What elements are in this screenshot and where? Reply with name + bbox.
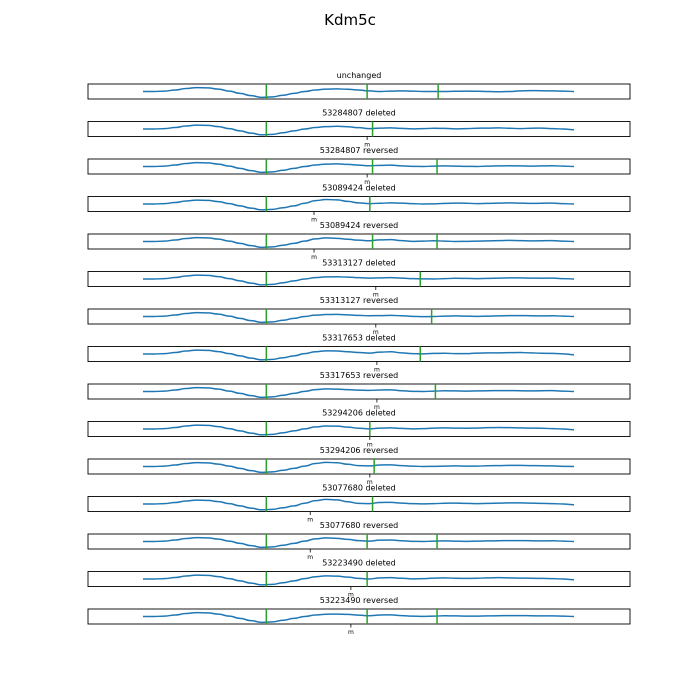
x-tick-label: m	[373, 329, 379, 336]
panel: 53077680 deleted m	[87, 484, 631, 524]
panel-frame	[87, 608, 631, 625]
signal-line	[142, 536, 575, 549]
panel-title: 53294206 reversed	[320, 446, 398, 455]
panel: 53284807 reversed m	[87, 146, 631, 186]
panel: 53294206 reversed m	[87, 446, 631, 486]
x-tick-label: m	[374, 404, 380, 411]
signal-line	[142, 611, 575, 624]
panel-frame	[87, 533, 631, 550]
signal-line	[142, 236, 575, 249]
x-tick-label: m	[364, 142, 370, 149]
signal-line	[142, 349, 575, 361]
panel-title: 53223490 deleted	[322, 559, 396, 568]
x-tick-label: m	[348, 629, 354, 636]
panel-title: 53077680 reversed	[320, 521, 398, 530]
panel-title: 53089424 reversed	[320, 221, 398, 230]
signal-line	[142, 386, 575, 399]
signal-line	[142, 161, 575, 174]
panel-title: 53313127 deleted	[322, 259, 396, 268]
x-tick-label: m	[307, 554, 313, 561]
signal-line	[143, 198, 575, 211]
panel: 53313127 reversed m	[87, 296, 631, 336]
x-tick-label: m	[348, 592, 354, 599]
panel-frame	[87, 83, 631, 100]
panel-title: 53089424 deleted	[322, 184, 396, 193]
signal-line	[143, 86, 575, 99]
panel-title: 53294206 deleted	[322, 409, 396, 418]
signal-line	[143, 461, 575, 474]
panel-frame	[87, 496, 631, 512]
x-tick-label: m	[364, 179, 370, 186]
x-tick-label: m	[307, 517, 313, 524]
x-tick-label: m	[374, 367, 380, 374]
panel: 53313127 deleted m	[87, 259, 631, 299]
panel: 53317653 deleted m	[87, 334, 631, 374]
panel: unchanged	[87, 71, 631, 100]
panel: 53089424 deleted m	[87, 184, 631, 224]
panel-frame	[87, 233, 631, 250]
panel-title: 53077680 deleted	[322, 484, 396, 493]
panel-title: 53313127 reversed	[320, 296, 398, 305]
panel: 53089424 reversed m	[87, 221, 631, 261]
x-tick-label: m	[311, 217, 317, 224]
signal-line	[142, 124, 575, 136]
x-tick-label: m	[311, 254, 317, 261]
signal-line	[142, 424, 575, 436]
signal-line	[143, 498, 575, 511]
x-tick-label: m	[367, 442, 373, 449]
panel: 53077680 reversed m	[87, 521, 631, 561]
panel-title: 53317653 reversed	[320, 371, 398, 380]
signal-line	[143, 311, 575, 324]
panel-frame	[87, 383, 631, 400]
panel-frame	[87, 421, 631, 437]
panel-frame	[87, 158, 631, 175]
panel: 53223490 deleted m	[87, 559, 631, 599]
panel-frame	[87, 271, 631, 287]
panel: 53317653 reversed m	[87, 371, 631, 411]
panel-frame	[87, 121, 631, 137]
panel-title: 53223490 reversed	[320, 596, 398, 605]
chart-title: Kdm5c	[324, 11, 376, 29]
panel-frame	[87, 458, 631, 475]
panel: 53294206 deleted m	[87, 409, 631, 449]
panel-title: 53317653 deleted	[322, 334, 396, 343]
panel-title: 53284807 deleted	[322, 109, 396, 118]
signal-line	[143, 574, 575, 586]
x-tick-label: m	[373, 292, 379, 299]
signal-line	[143, 274, 575, 286]
panel: 53284807 deleted m	[87, 109, 631, 149]
panel-frame	[87, 308, 631, 325]
x-tick-label: m	[367, 479, 373, 486]
panel-title: unchanged	[337, 71, 382, 80]
panel-title: 53284807 reversed	[320, 146, 398, 155]
panel-frame	[87, 196, 631, 212]
panel-frame	[87, 346, 631, 362]
panel-frame	[87, 571, 631, 587]
panel: 53223490 reversed m	[87, 596, 631, 636]
